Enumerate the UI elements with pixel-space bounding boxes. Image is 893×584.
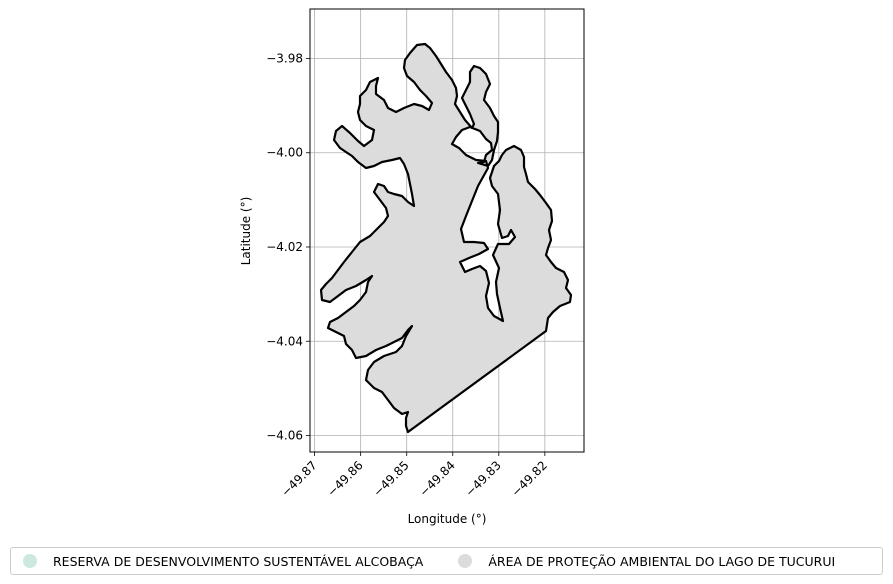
legend-label-alcobaca: RESERVA DE DESENVOLVIMENTO SUSTENTÁVEL A… bbox=[53, 553, 424, 569]
legend-marker-alcobaca bbox=[23, 554, 37, 568]
y-tick-label: −3.98 bbox=[266, 51, 303, 65]
x-axis: −49.87 −49.86 −49.85 −49.84 −49.83 −49.82 bbox=[278, 452, 550, 500]
x-tick-label: −49.85 bbox=[371, 458, 412, 499]
legend: RESERVA DE DESENVOLVIMENTO SUSTENTÁVEL A… bbox=[10, 547, 883, 575]
x-tick-label: −49.83 bbox=[463, 458, 504, 499]
x-tick-label: −49.84 bbox=[417, 458, 458, 499]
protected-area-polygon bbox=[319, 42, 573, 434]
x-tick-label: −49.87 bbox=[278, 458, 319, 499]
legend-marker-tucurui bbox=[458, 554, 473, 568]
legend-item-tucurui: ÁREA DE PROTEÇÃO AMBIENTAL DO LAGO DE TU… bbox=[458, 554, 835, 569]
y-axis-label: Latitude (°) bbox=[239, 197, 253, 266]
y-tick-label: −4.06 bbox=[266, 429, 303, 443]
legend-item-alcobaca: RESERVA DE DESENVOLVIMENTO SUSTENTÁVEL A… bbox=[23, 554, 423, 569]
y-tick-label: −4.02 bbox=[266, 240, 303, 254]
plot-frame bbox=[309, 8, 585, 453]
y-tick-label: −4.00 bbox=[266, 146, 303, 160]
y-tick-label: −4.04 bbox=[266, 334, 303, 348]
y-axis: −3.98 −4.00 −4.02 −4.04 −4.06 bbox=[266, 51, 310, 443]
x-tick-label: −49.82 bbox=[509, 458, 550, 499]
legend-label-tucurui: ÁREA DE PROTEÇÃO AMBIENTAL DO LAGO DE TU… bbox=[488, 553, 836, 569]
x-axis-label: Longitude (°) bbox=[408, 512, 487, 526]
x-tick-label: −49.86 bbox=[324, 458, 365, 499]
